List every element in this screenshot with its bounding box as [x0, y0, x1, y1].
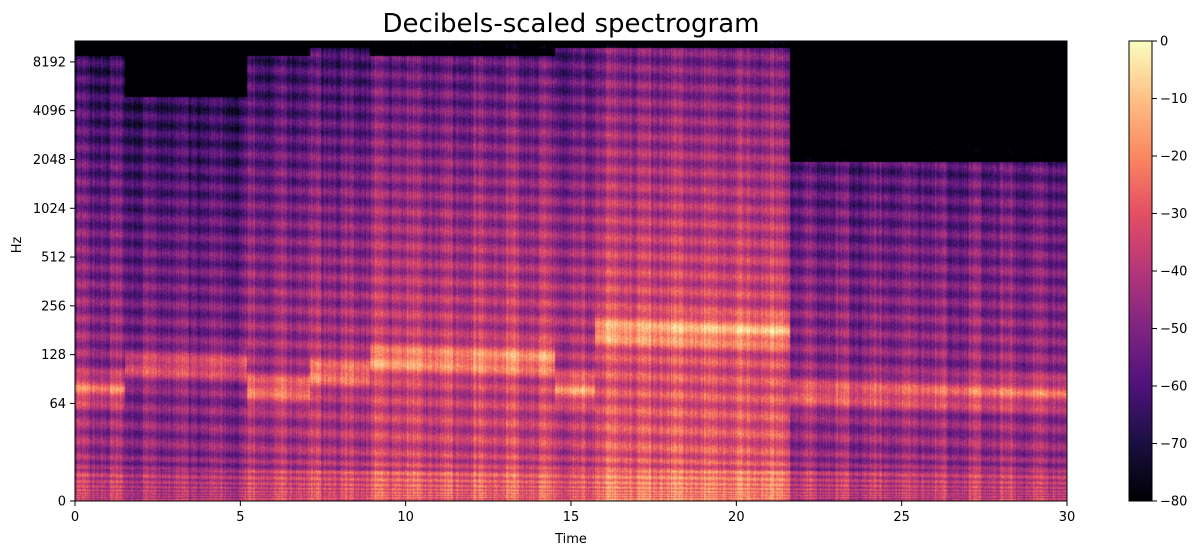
- y-tick-label: 256: [41, 299, 66, 314]
- y-tick-label: 8192: [33, 55, 66, 70]
- colorbar-tick-label: −30: [1160, 207, 1187, 222]
- colorbar-tick-label: −60: [1160, 380, 1187, 395]
- x-tick-label: 20: [728, 510, 745, 525]
- y-tick-label: 512: [41, 251, 66, 266]
- y-tick-label: 0: [58, 495, 66, 510]
- y-tick-label: 128: [41, 348, 66, 363]
- y-tick-label: 4096: [33, 104, 66, 119]
- chart-title: Decibels-scaled spectrogram: [383, 9, 760, 39]
- colorbar-gradient: [1129, 41, 1152, 501]
- y-axis: 0 64 128 256 512 1024 2048 4096 8192: [33, 55, 75, 510]
- x-tick-label: 0: [71, 510, 79, 525]
- y-tick-label: 2048: [33, 153, 66, 168]
- x-tick-label: 5: [236, 510, 244, 525]
- spectrogram-heatmap: [75, 41, 1067, 501]
- x-tick-label: 10: [397, 510, 414, 525]
- x-tick-label: 25: [893, 510, 910, 525]
- x-tick-label: 15: [563, 510, 580, 525]
- colorbar-tick-label: 0: [1160, 35, 1168, 50]
- colorbar-tick-label: −20: [1160, 150, 1187, 165]
- colorbar-tick-label: −10: [1160, 92, 1187, 107]
- y-tick-label: 1024: [33, 202, 66, 217]
- y-axis-label: Hz: [10, 237, 25, 254]
- x-axis: 0 5 10 15 20 25 30: [71, 501, 1075, 525]
- colorbar-tick-label: −70: [1160, 437, 1187, 452]
- colorbar: 0 −10 −20 −30 −40 −50 −60 −70 −80: [1128, 35, 1187, 510]
- colorbar-tick-label: −80: [1160, 495, 1187, 510]
- colorbar-ticks: 0 −10 −20 −30 −40 −50 −60 −70 −80: [1152, 35, 1187, 510]
- x-tick-label: 30: [1059, 510, 1076, 525]
- colorbar-tick-label: −40: [1160, 265, 1187, 280]
- spectrogram-plot: [74, 40, 1068, 502]
- y-tick-label: 64: [49, 397, 66, 412]
- x-axis-label: Time: [554, 532, 587, 547]
- colorbar-tick-label: −50: [1160, 322, 1187, 337]
